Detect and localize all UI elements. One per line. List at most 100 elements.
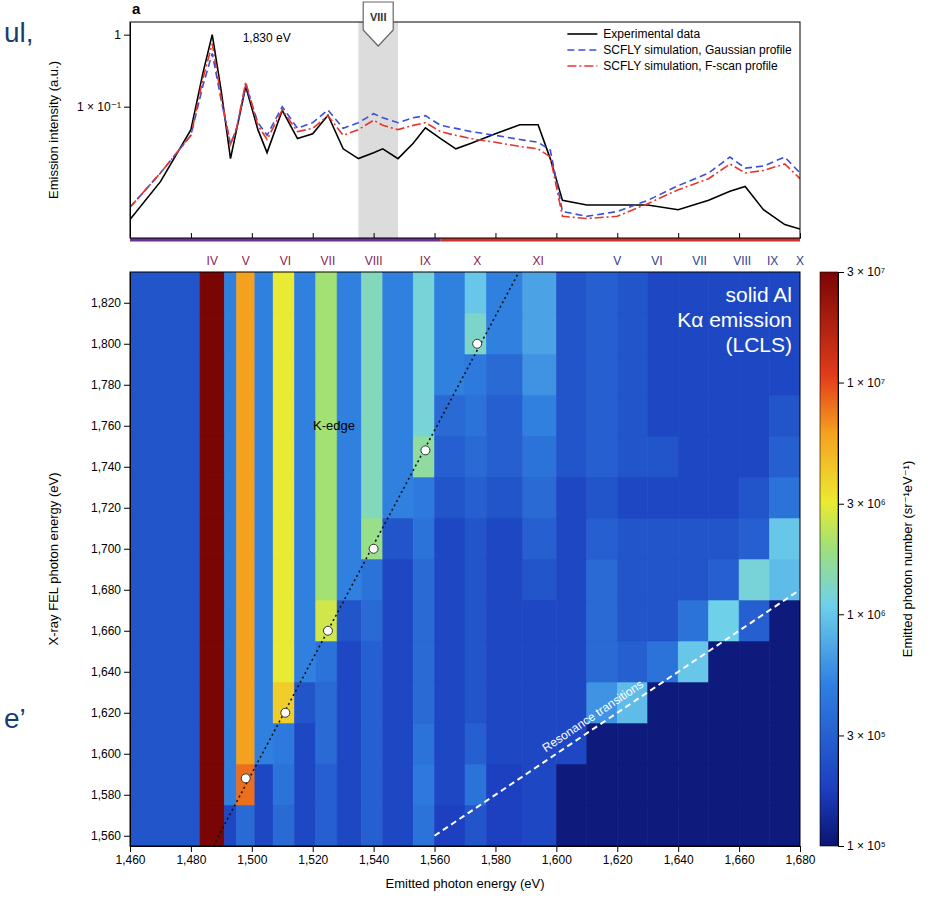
heatmap-cell — [617, 395, 647, 436]
heatmap-cell — [709, 805, 739, 846]
axis-line — [130, 273, 131, 847]
heatmap-cell — [200, 805, 224, 846]
heatmap-cell — [255, 559, 273, 600]
heatmap-cell — [255, 272, 273, 313]
heatmap-cell — [770, 436, 800, 477]
heatmap-cell — [130, 641, 200, 682]
heatmap-cell — [486, 395, 523, 436]
heatmap-cell — [383, 354, 413, 395]
heatmap-cell — [273, 559, 294, 600]
heatmap-cell — [770, 641, 800, 682]
tick: 1 × 10⁷ — [838, 376, 885, 390]
heatmap-cell — [739, 477, 769, 518]
heatmap-cell — [294, 518, 315, 559]
tick-mark — [678, 846, 679, 852]
tick: 1,660 — [725, 846, 755, 867]
axis-line — [130, 23, 131, 239]
tick-mark — [435, 233, 436, 238]
heatmap-cell — [273, 764, 294, 805]
heatmap-cell — [255, 477, 273, 518]
axis: 1 × 10⁵3 × 10⁵1 × 10⁶3 × 10⁶1 × 10⁷3 × 1… — [838, 265, 886, 853]
tick-label: 1 × 10⁶ — [847, 608, 886, 622]
tick-label: 1,620 — [91, 706, 121, 720]
plot-frame — [130, 22, 800, 238]
heatmap-cell — [200, 641, 224, 682]
heatmap-cell — [130, 600, 200, 641]
heatmap-cell — [617, 272, 647, 313]
heatmap-cell — [435, 805, 465, 846]
heatmap-cell — [237, 600, 255, 641]
heatmap-cell — [770, 764, 800, 805]
tick: 3 × 10⁵ — [838, 729, 886, 743]
heatmap-cell — [200, 477, 224, 518]
heatmap-cell — [587, 477, 617, 518]
resonance-line — [435, 590, 800, 836]
heatmap-cell — [294, 313, 315, 354]
heatmap-cell — [130, 682, 200, 723]
heatmap-cell — [709, 682, 739, 723]
tick-label: 1,460 — [115, 853, 145, 867]
tick: 1,620 — [91, 706, 130, 720]
charge-state-label: VI — [651, 254, 662, 268]
charge-state-label: X — [796, 254, 804, 268]
heatmap-cell — [337, 641, 361, 682]
heatmap-cell — [413, 682, 434, 723]
heatmap-cell — [237, 805, 255, 846]
tick-label: 1,820 — [91, 296, 121, 310]
heatmap-cell — [224, 354, 236, 395]
heatmap-cell — [224, 477, 236, 518]
tick-label: 1,760 — [91, 419, 121, 433]
heatmap-cell — [435, 395, 465, 436]
heatmap-cell — [617, 641, 647, 682]
tick-label: 1 — [114, 28, 121, 42]
heatmap-cell — [361, 764, 382, 805]
colorbar-title: Emitted photon number (sr⁻¹eV⁻¹) — [900, 461, 915, 658]
heatmap-cell — [435, 682, 465, 723]
heatmap-cell — [648, 313, 678, 354]
heatmap-cell — [678, 477, 708, 518]
heatmap-cell — [316, 805, 337, 846]
charge-state-label: VIII — [365, 254, 383, 268]
heatmap-cell — [523, 805, 557, 846]
tick-mark — [124, 590, 130, 591]
heatmap-cell — [383, 395, 413, 436]
heatmap-cell — [294, 641, 315, 682]
heatmap-cell — [556, 641, 586, 682]
heatmap-cell — [523, 764, 557, 805]
charge-state-label: VII — [692, 254, 707, 268]
charge-state-label: V — [613, 254, 621, 268]
heatmap-cell — [770, 395, 800, 436]
axis-line — [131, 238, 801, 239]
heatmap-cell — [648, 805, 678, 846]
heatmap-cell — [337, 682, 361, 723]
heatmap-cell — [224, 805, 236, 846]
slide-text-fragment: e’ — [4, 703, 26, 734]
tick — [556, 233, 557, 238]
plot-area — [130, 272, 800, 846]
heatmap-cell — [294, 354, 315, 395]
heatmap-cell — [294, 723, 315, 764]
heatmap-cell — [465, 395, 486, 436]
heatmap-cell — [556, 600, 586, 641]
heatmap-cell — [709, 764, 739, 805]
heatmap-cell — [361, 272, 382, 313]
tick: 1,660 — [91, 624, 130, 638]
heatmap-cell — [617, 600, 647, 641]
tick: 1,560 — [91, 829, 130, 843]
heatmap-cell — [316, 518, 337, 559]
heatmap-cell — [739, 436, 769, 477]
heatmap-cell — [294, 805, 315, 846]
tick-mark — [313, 233, 314, 238]
tick-mark — [191, 846, 192, 852]
tick-label: 1,680 — [91, 583, 121, 597]
tick-mark — [374, 846, 375, 852]
heatmap-cell — [465, 805, 486, 846]
heatmap-cell — [486, 272, 523, 313]
tick-label: 1,660 — [91, 624, 121, 638]
heatmap-cell — [739, 641, 769, 682]
legend-swatch — [567, 65, 597, 67]
heatmap-cell — [361, 477, 382, 518]
tick-mark — [124, 35, 130, 36]
heatmap-cell — [465, 518, 486, 559]
axis-title: Emitted photon energy (eV) — [386, 876, 545, 891]
